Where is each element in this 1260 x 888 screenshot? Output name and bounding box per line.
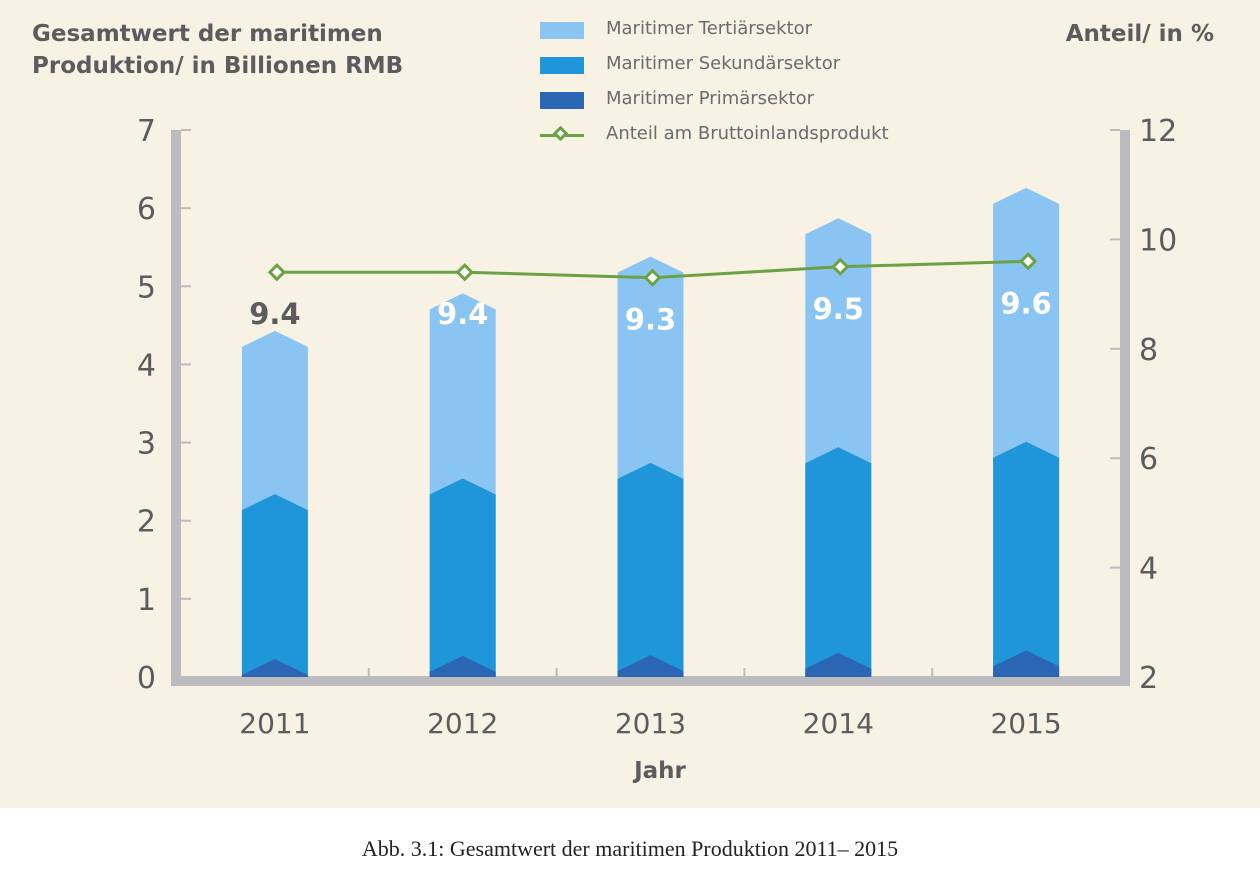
x-tick-label: 2012 (427, 707, 498, 740)
y-left-tick-label: 4 (137, 348, 156, 383)
bar-secondary-2015 (993, 441, 1060, 677)
bar-secondary-2011 (241, 494, 308, 677)
share-data-label: 9.4 (437, 297, 488, 331)
bar-primary-2013 (617, 655, 684, 677)
bar-primary-2012 (429, 655, 496, 677)
share-point-2012 (455, 263, 474, 282)
figure-caption: Abb. 3.1: Gesamtwert der maritimen Produ… (361, 836, 899, 861)
share-point-2013 (643, 268, 662, 287)
bar-secondary-2012 (429, 478, 496, 677)
y-right-tick-label: 8 (1139, 333, 1158, 368)
y-left-tick-label: 3 (137, 427, 156, 462)
x-tick-label: 2011 (239, 707, 310, 740)
bar-secondary-2014 (805, 447, 872, 677)
y-right-tick-label: 6 (1139, 442, 1158, 477)
bar-primary-2014 (805, 652, 872, 677)
bar-secondary-2013 (617, 462, 684, 677)
legend-label-secondary: Maritimer Sekundärsektor (606, 53, 841, 74)
legend-swatch-tertiary (540, 22, 584, 39)
share-data-label: 9.6 (1000, 286, 1051, 320)
y-axis-right-label: Anteil/ in % (1065, 21, 1214, 47)
y-left-tick-label: 5 (137, 270, 156, 305)
share-point-2014 (831, 257, 850, 276)
y-right-tick-label: 12 (1139, 114, 1177, 149)
share-data-label: 9.5 (813, 292, 864, 326)
share-point-2011 (267, 263, 287, 282)
y-left-tick-label: 2 (137, 505, 156, 540)
share-point-2015 (1018, 252, 1038, 271)
legend-label-primary: Maritimer Primärsektor (606, 88, 815, 109)
y-axis-left-label: Gesamtwert der maritimen Produktion/ in … (32, 21, 404, 79)
y-right-tick-label: 2 (1139, 661, 1158, 696)
y-left-tick-label: 6 (137, 192, 156, 227)
legend-swatch-primary (540, 92, 584, 109)
bar-primary-2011 (241, 659, 308, 677)
y-left-tick-label: 7 (137, 114, 156, 149)
y-left-tick-label: 0 (137, 661, 156, 696)
x-tick-label: 2013 (615, 707, 686, 740)
legend-label-share: Anteil am Bruttoinlandsprodukt (606, 123, 889, 144)
chart-panel: 0 1 2 3 4 5 6 7 2 4 6 8 10 12 2011 2012 2013 2014 2015 9.4 9… (0, 0, 1260, 808)
legend-swatch-secondary (540, 57, 584, 74)
x-tick-label: 2015 (990, 707, 1061, 740)
y-right-tick-label: 4 (1139, 552, 1158, 587)
share-data-label: 9.3 (625, 303, 676, 337)
x-axis-label: Jahr (634, 758, 686, 784)
legend-label-tertiary: Maritimer Tertiärsektor (606, 18, 812, 39)
y-left-tick-label: 1 (137, 583, 156, 618)
bar-primary-2015 (993, 650, 1060, 677)
x-tick-label: 2014 (803, 707, 874, 740)
share-data-label: 9.4 (249, 297, 300, 331)
y-right-tick-label: 10 (1139, 223, 1177, 258)
